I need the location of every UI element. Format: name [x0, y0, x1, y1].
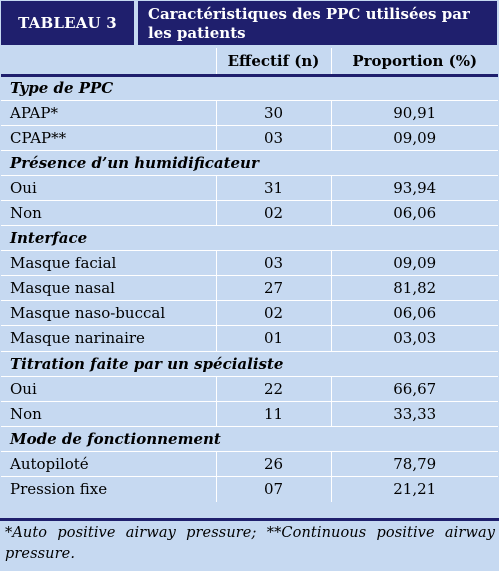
row-label: Autopiloté [1, 451, 216, 478]
proportion-cell: 09,09 [330, 125, 498, 151]
bottom-rule [0, 518, 499, 521]
proportion-cell: 06,06 [330, 200, 498, 227]
row-label: Non [1, 401, 216, 427]
effectif-cell: 02 [215, 200, 331, 227]
proportion-cell: 90,91 [330, 100, 498, 126]
ppc-characteristics-table: Effectif (n) Proportion (%) Type de PPC A… [1, 48, 498, 502]
effectif-cell: 03 [215, 125, 331, 151]
effectif-cell: 02 [215, 300, 331, 327]
table-title: Caractéristiques des PPC utilisées par l… [138, 1, 497, 45]
row-label: Masque naso-buccal [1, 300, 216, 327]
section-title: Mode de fonctionnement [1, 426, 498, 452]
row-label: Masque facial [1, 250, 216, 277]
table-row: CPAP** 03 09,09 [1, 125, 498, 151]
table-row: Non 02 06,06 [1, 200, 498, 227]
proportion-cell: 66,67 [330, 376, 498, 402]
table-row: Masque narinaire 01 03,03 [1, 325, 498, 352]
table-number-label: TABLEAU 3 [1, 1, 134, 45]
section-title: Présence d’un humidificateur [1, 150, 498, 176]
table-row: Masque naso-buccal 02 06,06 [1, 300, 498, 327]
row-label: Masque nasal [1, 275, 216, 302]
section-header-row: Titration faite par un spécialiste [1, 351, 498, 377]
table-row: Oui 31 93,94 [1, 175, 498, 201]
column-header-row: Effectif (n) Proportion (%) [1, 48, 498, 77]
section-title: Titration faite par un spécialiste [1, 351, 498, 377]
effectif-cell: 26 [215, 451, 331, 478]
section-header-row: Présence d’un humidificateur [1, 150, 498, 176]
table-row: Masque nasal 27 81,82 [1, 275, 498, 302]
row-label: Masque narinaire [1, 325, 216, 352]
section-header-row: Interface [1, 225, 498, 252]
row-label: CPAP** [1, 125, 216, 151]
effectif-cell: 07 [215, 476, 331, 502]
column-header-label [1, 48, 217, 77]
proportion-cell: 03,03 [330, 325, 498, 352]
table-row: Non 11 33,33 [1, 401, 498, 427]
table-body: Type de PPC APAP* 30 90,91 CPAP** 03 09,09 Prés… [1, 75, 498, 502]
table-row: Autopiloté 26 78,79 [1, 451, 498, 478]
row-label: Oui [1, 175, 216, 201]
effectif-cell: 01 [215, 325, 331, 352]
table-footnote: *Auto positive airway pressure; **Contin… [5, 525, 495, 562]
column-header-effectif: Effectif (n) [216, 48, 332, 77]
row-label: Non [1, 200, 216, 227]
row-label: Pression fixe [10, 480, 108, 499]
table-row: APAP* 30 90,91 [1, 100, 498, 126]
table-title-line-1: Caractéristiques des PPC utilisées par [148, 5, 470, 23]
effectif-cell: 30 [215, 100, 331, 126]
table-row: Masque facial 03 09,09 [1, 250, 498, 277]
section-title: Interface [1, 225, 498, 252]
proportion-cell: 06,06 [330, 300, 498, 327]
table-row: Oui 22 66,67 [1, 376, 498, 402]
proportion-cell: 09,09 [330, 250, 498, 277]
proportion-cell: 33,33 [330, 401, 498, 427]
proportion-cell: 81,82 [330, 275, 498, 302]
section-header-row: Type de PPC [1, 75, 498, 101]
table-header: TABLEAU 3 Caractéristiques des PPC utili… [0, 0, 499, 46]
column-header-proportion: Proportion (%) [331, 48, 498, 77]
effectif-cell: 27 [215, 275, 331, 302]
row-label: Oui [1, 376, 216, 402]
effectif-cell: 22 [215, 376, 331, 402]
effectif-cell: 11 [215, 401, 331, 427]
proportion-cell: 93,94 [330, 175, 498, 201]
table-row: Pression fixe 07 21,21 [1, 476, 498, 502]
effectif-cell: 31 [215, 175, 331, 201]
table-title-line-2: les patients [148, 24, 246, 42]
proportion-cell: 78,79 [330, 451, 498, 478]
section-title: Type de PPC [1, 75, 498, 101]
proportion-cell: 21,21 [330, 476, 498, 502]
row-label: APAP* [1, 100, 216, 126]
section-header-row: Mode de fonctionnement [1, 426, 498, 452]
effectif-cell: 03 [215, 250, 331, 277]
